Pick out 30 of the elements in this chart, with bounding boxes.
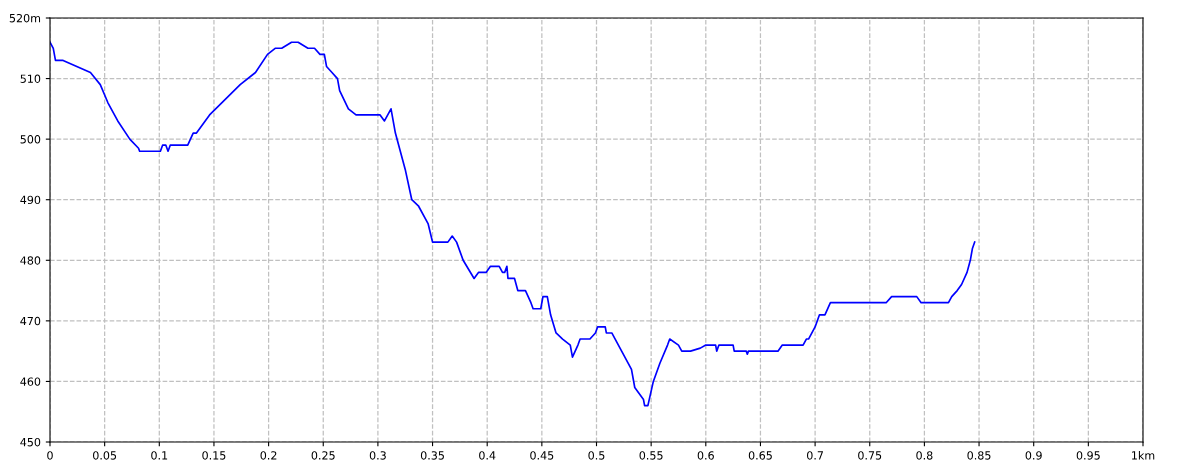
x-tick-label: 0.15 [202,451,226,460]
x-tick-label: 0.9 [1025,451,1042,460]
x-tick-label: 1km [1132,451,1155,460]
x-tick-label: 0.5 [588,451,605,460]
x-tick-label: 0.7 [807,451,823,460]
y-tick-label: 490 [20,195,41,205]
x-tick-label: 0.8 [916,451,933,460]
x-tick-label: 0.75 [858,451,882,460]
x-tick-label: 0.4 [479,451,496,460]
x-tick-label: 0.6 [697,451,714,460]
x-tick-label: 0.1 [151,451,168,460]
x-tick-label: 0.25 [311,451,335,460]
y-tick-label: 510 [20,74,41,83]
x-tick-label: 0.65 [748,451,772,460]
x-tick-label: 0.85 [967,451,991,460]
y-tick-label: 480 [20,256,41,265]
x-tick-label: 0 [47,451,53,460]
x-tick-label: 0.45 [530,451,554,460]
x-tick-label: 0.35 [420,451,444,460]
x-tick-label: 0.05 [93,451,117,460]
x-tick-label: 0.2 [260,451,277,460]
x-tick-label: 0.55 [639,451,663,460]
x-tick-label: 0.95 [1076,451,1100,460]
line-series [50,41,976,407]
y-tick-label: 520m [9,13,41,23]
y-tick-label: 450 [20,437,41,447]
y-tick-label: 470 [20,316,41,326]
y-tick-label: 460 [20,377,41,386]
y-tick-label: 500 [20,135,41,144]
x-tick-label: 0.3 [369,451,386,460]
